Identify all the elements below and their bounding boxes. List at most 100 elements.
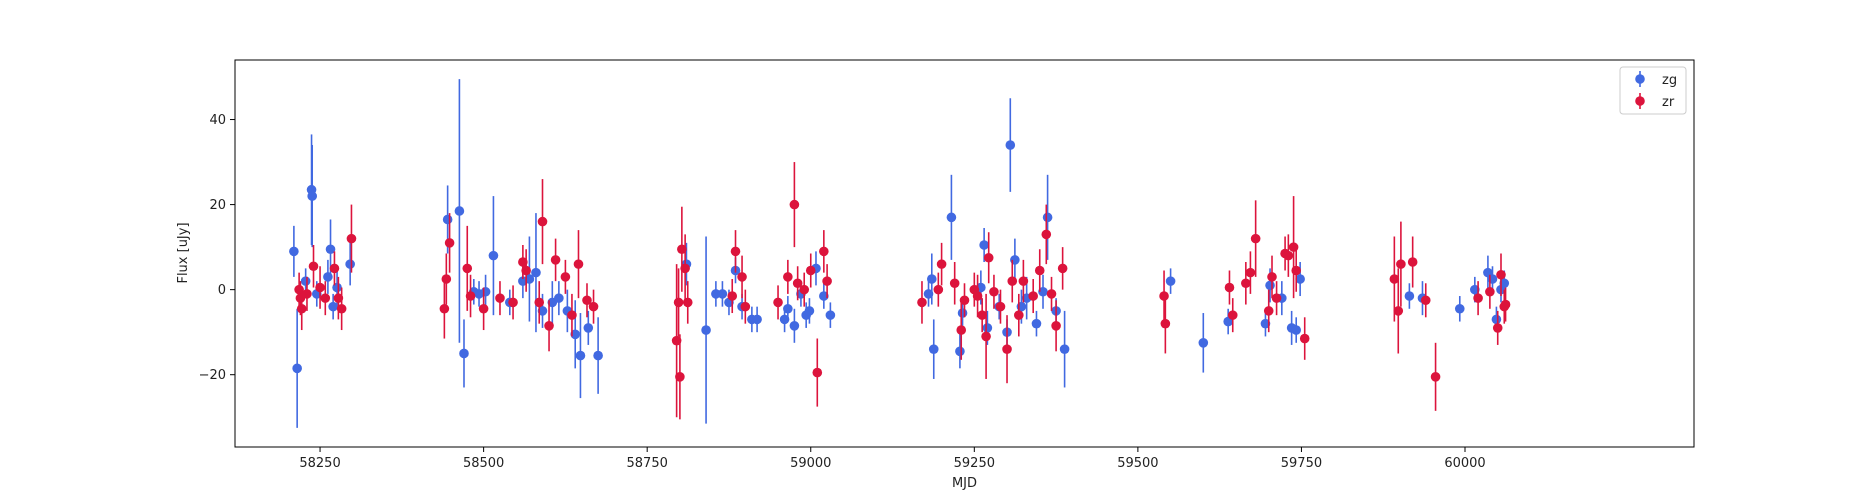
data-point (730, 246, 741, 257)
legend: zg zr (1619, 66, 1687, 115)
data-point (480, 286, 491, 297)
x-axis: 58250 58500 58750 59000 59250 59500 59750 60000 (299, 447, 1486, 471)
data-point (1295, 274, 1305, 284)
data-point (1046, 289, 1057, 299)
data-point (345, 259, 355, 269)
data-point (537, 306, 548, 316)
data-point (989, 286, 999, 297)
data-point (804, 306, 815, 316)
legend-label: zg (1662, 73, 1677, 88)
data-point (1271, 293, 1282, 303)
data-point (1028, 291, 1038, 301)
data-point (717, 289, 728, 299)
y-tick-label: 40 (209, 113, 226, 128)
data-point (478, 303, 489, 314)
data-point (550, 255, 561, 265)
data-point (1473, 293, 1483, 303)
data-point (1389, 274, 1400, 284)
data-point (1291, 265, 1302, 276)
data-point (1227, 310, 1238, 320)
data-point (1485, 286, 1495, 297)
data-point (933, 284, 944, 295)
data-point (977, 310, 987, 320)
data-point (792, 278, 803, 289)
data-point (1018, 276, 1029, 286)
series-zr (294, 162, 1511, 420)
data-point (928, 344, 939, 354)
x-tick-label: 58250 (299, 456, 340, 471)
data-point (740, 301, 751, 312)
data-point (1265, 280, 1275, 291)
data-point (1031, 318, 1042, 329)
data-point (289, 246, 299, 257)
data-point (567, 310, 577, 320)
data-point (544, 320, 554, 331)
data-point (495, 293, 505, 303)
data-point (955, 346, 965, 357)
data-point (1051, 320, 1061, 331)
data-point (302, 289, 312, 299)
data-point (462, 263, 473, 274)
x-tick-label: 59000 (790, 456, 831, 471)
data-point (336, 303, 347, 314)
x-tick-label: 59250 (954, 456, 995, 471)
legend-marker (1635, 74, 1645, 84)
data-point (819, 291, 829, 301)
plot-background (235, 60, 1694, 447)
data-point (675, 372, 685, 382)
data-point (1291, 325, 1302, 335)
data-point (983, 252, 994, 263)
data-point (1159, 291, 1169, 301)
data-point (680, 263, 690, 274)
data-point (1496, 269, 1506, 280)
legend-label: zr (1662, 95, 1675, 110)
data-point (1005, 140, 1016, 150)
data-point (701, 325, 711, 335)
data-point (1042, 212, 1053, 223)
data-point (454, 206, 465, 216)
y-tick-label: −20 (199, 368, 226, 383)
data-point (812, 367, 823, 378)
data-point (1407, 257, 1418, 267)
data-point (488, 250, 499, 261)
data-point (779, 314, 790, 325)
data-point (442, 214, 453, 225)
data-point (518, 257, 528, 267)
data-point (789, 320, 800, 331)
data-point (328, 301, 338, 312)
data-point (1299, 333, 1310, 344)
data-point (752, 314, 762, 325)
data-point (1250, 233, 1261, 244)
data-point (307, 191, 318, 201)
data-point (1241, 278, 1251, 289)
data-point (508, 297, 518, 308)
data-point (923, 289, 934, 299)
data-point (917, 297, 927, 308)
data-point (534, 297, 545, 308)
data-point (521, 265, 531, 276)
data-point (554, 293, 564, 303)
data-point (1393, 306, 1404, 316)
data-point (783, 303, 793, 314)
data-point (1002, 344, 1012, 354)
data-point (949, 278, 960, 289)
data-point (1034, 265, 1045, 276)
x-tick-label: 59500 (1117, 456, 1158, 471)
data-point (296, 303, 307, 314)
data-point (926, 274, 937, 284)
y-axis-label: Flux [uJy] (176, 222, 191, 283)
data-point (682, 297, 693, 308)
data-point (1057, 263, 1068, 274)
data-point (783, 272, 793, 282)
data-point (981, 331, 991, 342)
data-point (333, 293, 344, 303)
data-point (959, 295, 970, 306)
data-point (582, 295, 592, 306)
data-point (995, 301, 1006, 312)
data-point (308, 261, 319, 272)
data-point (560, 272, 571, 282)
data-point (673, 297, 684, 308)
data-point (1499, 278, 1510, 289)
data-point (315, 282, 325, 293)
data-point (573, 259, 584, 269)
